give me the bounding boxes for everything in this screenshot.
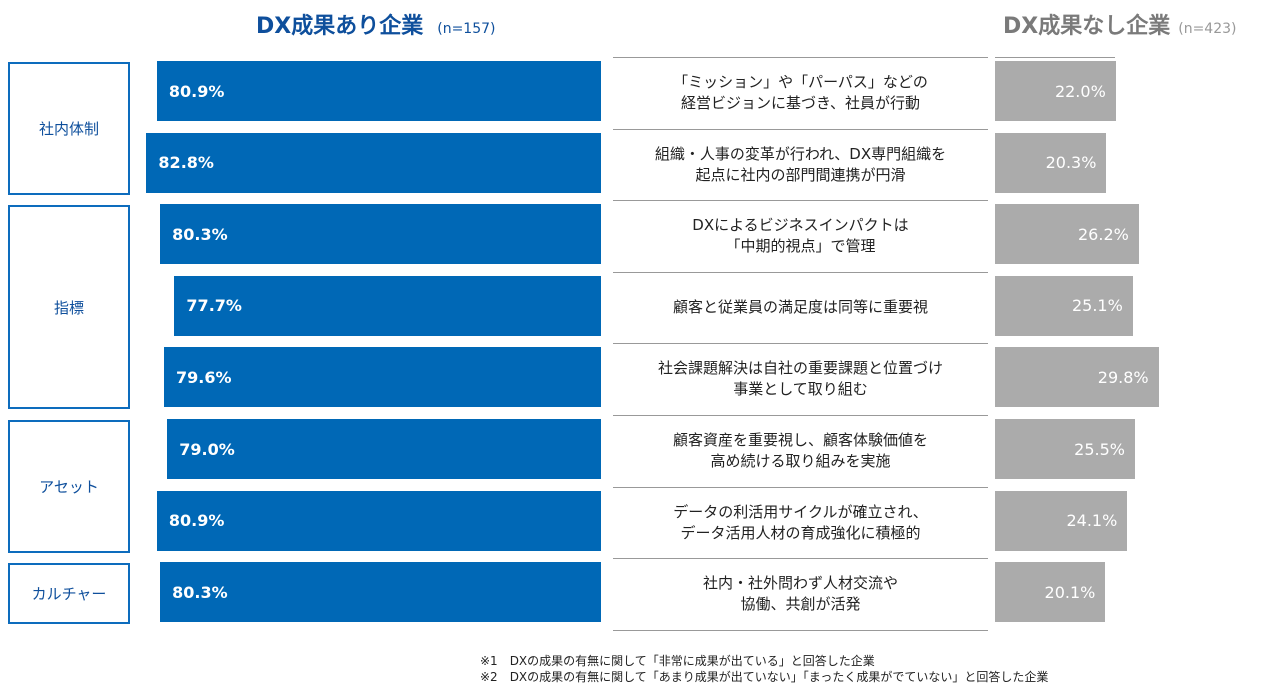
left-bar: 79.0% <box>167 419 601 479</box>
group-label: アセット <box>8 420 130 553</box>
right-bar: 26.2% <box>995 204 1139 265</box>
right-bar: 20.3% <box>995 132 1107 193</box>
footnote-2: ※2 DXの成果の有無に関して「あまり成果が出ていない」「まったく成果がでていな… <box>480 670 1049 684</box>
group-label: カルチャー <box>8 563 130 625</box>
group-label: 社内体制 <box>8 62 130 195</box>
right-bar: 25.5% <box>995 419 1135 479</box>
left-sample-size: (n=157) <box>437 21 496 37</box>
divider <box>613 629 988 631</box>
right-title-text: DX成果なし企業 <box>1003 14 1171 39</box>
divider <box>995 57 1115 58</box>
category-label: 社内・社外問わず人材交流や 協働、共創が活発 <box>613 558 988 629</box>
left-title-text: DX成果あり企業 <box>256 14 424 39</box>
category-label: 社会課題解決は自社の重要課題と位置づけ 事業として取り組む <box>613 343 988 414</box>
left-series-title: DX成果あり企業 (n=157) <box>256 8 495 40</box>
category-label: DXによるビジネスインパクトは 「中期的視点」で管理 <box>613 200 988 271</box>
right-bar: 25.1% <box>995 275 1133 336</box>
right-bar: 22.0% <box>995 61 1116 121</box>
right-sample-size: (n=423) <box>1178 21 1237 37</box>
left-bar: 82.8% <box>146 132 601 193</box>
footnote-1: ※1 DXの成果の有無に関して「非常に成果が出ている」と回答した企業 <box>480 654 875 668</box>
category-label: 顧客と従業員の満足度は同等に重要視 <box>613 271 988 343</box>
left-bar: 80.3% <box>160 562 601 623</box>
left-bar: 80.3% <box>160 204 601 265</box>
left-bar: 80.9% <box>156 61 601 121</box>
category-label: 組織・人事の変革が行われ、DX専門組織を 起点に社内の部門間連携が円滑 <box>613 128 988 200</box>
right-bar: 24.1% <box>995 490 1128 551</box>
category-label: 顧客資産を重要視し、顧客体験価値を 高め続ける取り組みを実施 <box>613 415 988 486</box>
left-bar: 79.6% <box>163 347 601 408</box>
left-bar: 80.9% <box>156 490 601 551</box>
right-series-title: DX成果なし企業 (n=423) <box>1003 8 1236 40</box>
category-label: 「ミッション」や「パーパス」などの 経営ビジョンに基づき、社員が行動 <box>613 57 988 128</box>
left-bar: 77.7% <box>174 275 601 336</box>
group-label: 指標 <box>8 205 130 410</box>
right-bar: 29.8% <box>995 347 1159 408</box>
category-label: データの利活用サイクルが確立され、 データ活用人材の育成強化に積極的 <box>613 486 988 558</box>
right-bar: 20.1% <box>995 562 1106 623</box>
